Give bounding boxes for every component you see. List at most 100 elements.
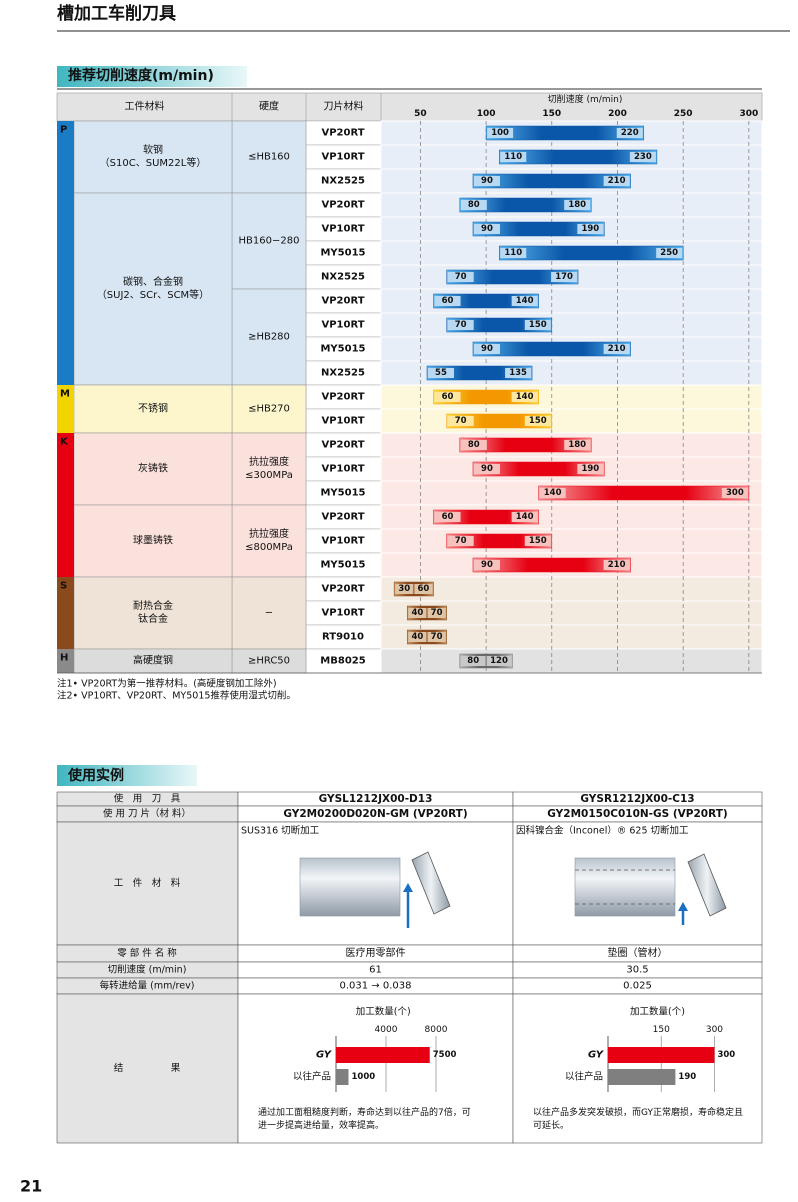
insert-cell [305, 312, 382, 338]
min-value-label: 30 [398, 584, 410, 594]
min-value-label: 90 [481, 560, 493, 570]
category-label: 以往产品 [565, 1071, 603, 1083]
material-cell [73, 192, 233, 386]
material: 耐热合金 [133, 599, 173, 612]
workpiece-illustrations [299, 851, 727, 928]
material: 钛合金 [138, 612, 168, 625]
insert-shape [411, 851, 451, 915]
column-header: 工件材料 [125, 100, 165, 113]
speed-range-bar [498, 245, 684, 261]
bar [608, 1069, 676, 1085]
hardness-cell [231, 432, 307, 506]
section-title: 使用实例 [67, 767, 124, 784]
speed-range-bar [498, 149, 658, 165]
hardness-cell [231, 648, 307, 674]
cell-value: GY2M0150C010N-GS (VP20RT) [547, 808, 727, 820]
material-cell [73, 648, 233, 674]
min-label-box [460, 440, 487, 450]
workpiece-tube [574, 857, 676, 917]
speed-range-bar [459, 437, 592, 453]
column-header: 硬度 [259, 100, 279, 113]
bar [336, 1069, 349, 1085]
min-label-box [427, 368, 454, 378]
min-label-box [500, 248, 527, 258]
min-value-label: 100 [491, 128, 509, 138]
min-label-box [434, 392, 461, 402]
x-tick-label: 200 [608, 109, 627, 119]
x-tick-label: 50 [414, 109, 427, 119]
x-tick-label: 250 [674, 109, 693, 119]
max-label-box [603, 176, 630, 186]
min-value-label: 140 [544, 488, 562, 498]
chart-title: 加工数量(个) [630, 1006, 685, 1018]
min-label-box [447, 272, 474, 282]
insert-grade: NX2525 [321, 272, 365, 283]
insert-grade: MY5015 [320, 248, 365, 259]
min-label-box [447, 320, 474, 330]
max-value-label: 120 [490, 656, 508, 666]
chart-cell [380, 240, 763, 266]
min-label-box [473, 464, 500, 474]
max-label-box [603, 560, 630, 570]
min-value-label: 60 [442, 392, 454, 402]
insert-grade: VP20RT [321, 584, 364, 595]
min-label-box [473, 176, 500, 186]
max-label-box [577, 224, 604, 234]
group-letter: H [60, 653, 68, 664]
row-label: 使 用 刀 片（材 料） [103, 808, 191, 820]
min-label-box [434, 512, 461, 522]
workpiece-bar [299, 857, 401, 917]
max-label-box [427, 632, 446, 642]
min-value-label: 80 [468, 440, 480, 450]
insert-grade: VP10RT [321, 320, 364, 331]
chart-cell [380, 648, 763, 674]
hardness: HB160−280 [239, 236, 300, 247]
hardness: 抗拉强度 [249, 527, 289, 540]
section-band [57, 66, 247, 87]
min-label-box [460, 656, 486, 666]
max-label-box [414, 584, 433, 594]
row-label: 结 果 [114, 1062, 181, 1074]
min-label-box [395, 584, 414, 594]
cell-value: GYSR1212JX00-C13 [580, 793, 694, 805]
cell-value: 61 [369, 965, 382, 976]
min-label-box [539, 488, 566, 498]
cell-value: 0.031 → 0.038 [340, 981, 412, 992]
max-value-label: 300 [726, 488, 744, 498]
category-label: 以往产品 [293, 1071, 331, 1083]
x-tick-label: 100 [477, 109, 496, 119]
max-label-box [656, 248, 683, 258]
speed-range-bar [485, 125, 645, 141]
hardness: ≤800MPa [245, 542, 293, 553]
cell-value: GY2M0200D020N-GM (VP20RT) [283, 808, 467, 820]
workpiece-caption: 因科镍合金（Inconel）® 625 切断加工 [516, 825, 689, 837]
speed-range-bar [459, 197, 592, 213]
max-value-label: 220 [621, 128, 639, 138]
min-value-label: 80 [467, 656, 479, 666]
insert-cell [305, 480, 382, 506]
insert-grade: VP20RT [321, 440, 364, 451]
speed-range-bar [472, 557, 631, 573]
material: 不锈钢 [138, 402, 168, 415]
min-label-box [473, 224, 500, 234]
row-label: 切削速度 (m/min) [108, 964, 187, 976]
material: 高硬度钢 [133, 654, 173, 667]
cell-value: GYSL1212JX00-D13 [319, 793, 433, 805]
result-text: 以往产品多发突发破损，而GY正常磨损，寿命稳定且 [533, 1106, 743, 1118]
speed-range-bar [472, 341, 631, 357]
value-label: 7500 [433, 1050, 457, 1060]
insert-shape [687, 853, 727, 917]
min-label-box [487, 128, 514, 138]
insert-grade: VP10RT [321, 416, 364, 427]
value-label: 300 [717, 1050, 735, 1060]
insert-cell [305, 336, 382, 362]
min-value-label: 60 [442, 296, 454, 306]
x-tick-label: 150 [542, 109, 561, 119]
max-value-label: 140 [516, 392, 534, 402]
min-value-label: 90 [481, 176, 493, 186]
insert-grade: VP10RT [321, 152, 364, 163]
workpiece-caption: SUS316 切断加工 [241, 825, 320, 837]
row-label: 使 用 刀 具 [114, 793, 181, 805]
hardness: ≤HB270 [248, 404, 290, 415]
